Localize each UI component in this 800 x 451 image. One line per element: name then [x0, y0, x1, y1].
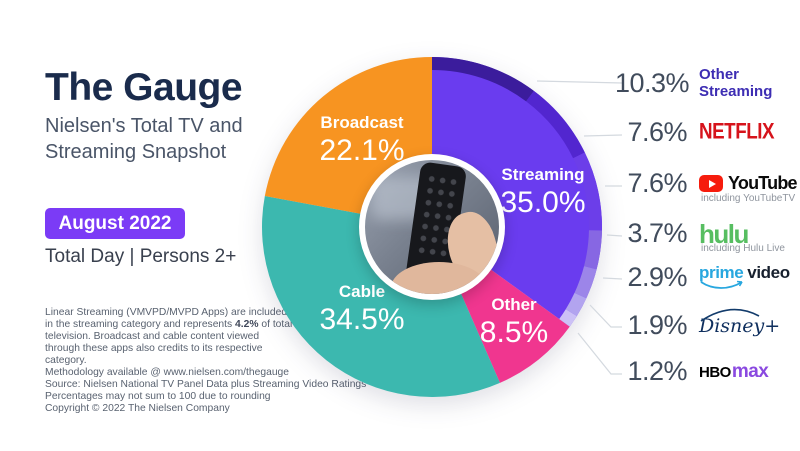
footnote-source-block: Methodology available @ www.nielsen.com/…	[45, 367, 366, 415]
footnote-copyright: Copyright © 2022 The Nielsen Company	[45, 403, 230, 414]
leader-line-other-streaming	[536, 80, 623, 84]
page-subtitle: Nielsen's Total TV and Streaming Snapsho…	[45, 113, 243, 165]
youtube-play-icon	[699, 175, 723, 192]
footnote-source: Source: Nielsen National TV Panel Data p…	[45, 379, 367, 390]
donut-center-photo	[359, 154, 505, 300]
footnote-bold-value: 4.2%	[235, 319, 259, 330]
subtitle-line-2: Streaming Snapshot	[45, 141, 227, 163]
legend-pct-hulu: 3.7%	[627, 218, 687, 248]
leader-line-hbomax	[577, 332, 622, 375]
legend-row-other-streaming: 10.3% Other Streaming	[615, 66, 772, 100]
max-wordmark: max	[731, 360, 769, 382]
netflix-logo: NETFLIX	[699, 119, 775, 145]
footnote-rounding: Percentages may not sum to 100 due to ro…	[45, 391, 271, 402]
pie-slice-cable	[262, 195, 500, 397]
hbo-wordmark: HBO	[699, 363, 731, 381]
disney-arc-icon	[700, 308, 760, 322]
hulu-subtext: including Hulu Live	[701, 243, 785, 254]
remote-photo	[365, 160, 499, 294]
legend-pct-other-streaming: 10.3%	[615, 67, 690, 98]
prime-video-logo: prime video	[699, 263, 790, 290]
legend-pct-hbomax: 1.2%	[627, 356, 687, 386]
legend-row-netflix: 7.6% NETFLIX	[615, 117, 779, 148]
legend-row-disney: 1.9% Disney+	[615, 308, 781, 341]
scope-text: Total Day | Persons 2+	[45, 246, 237, 267]
legend-pct-prime: 2.9%	[627, 262, 687, 292]
rim-segment-disney+	[565, 292, 587, 317]
legend-pct-disney: 1.9%	[627, 310, 687, 340]
footnote-text-post: of total television. Broadcast and cable…	[45, 319, 293, 366]
youtube-wordmark: YouTube	[728, 173, 798, 193]
hbo-max-logo: HBO max	[699, 360, 769, 383]
leader-lines	[536, 80, 623, 375]
rim-segment-hbo-max	[559, 309, 577, 327]
rim-segment-youtube	[573, 152, 602, 231]
legend-pct-netflix: 7.6%	[627, 117, 687, 147]
disney-wordmark: Disney+	[699, 314, 781, 337]
legend-row-hbomax: 1.2% HBO max	[615, 356, 768, 387]
youtube-subtext: including YouTubeTV	[701, 193, 796, 204]
legend-row-youtube: 7.6% YouTube	[615, 168, 797, 199]
legend-row-prime-video: 2.9% prime video	[615, 262, 790, 293]
other-streaming-line2: Streaming	[699, 83, 773, 100]
month-badge: August 2022	[45, 208, 185, 239]
legend-row-hulu: 3.7% hulu	[615, 218, 749, 249]
prime-word: prime	[699, 263, 744, 282]
subtitle-line-1: Nielsen's Total TV and	[45, 115, 243, 137]
leader-line-netflix	[583, 134, 623, 137]
rim-segment-prime-video	[574, 266, 597, 299]
rim-segment-hulu	[584, 230, 602, 270]
leader-line-disney	[589, 304, 622, 328]
youtube-logo: YouTube	[699, 173, 798, 194]
hulu-logo: hulu	[699, 218, 749, 249]
footnote-text-pre: Linear Streaming (VMVPD/MVPD Apps) are i…	[45, 307, 288, 330]
other-streaming-line1: Other	[699, 66, 740, 83]
play-triangle-icon	[708, 179, 716, 188]
rim-segment-other-streaming	[432, 57, 534, 102]
page-title: The Gauge	[45, 66, 243, 109]
footnote-linear-streaming: Linear Streaming (VMVPD/MVPD Apps) are i…	[45, 307, 293, 367]
footnote-methodology: Methodology available @ www.nielsen.com/…	[45, 367, 289, 378]
prime-smile-icon	[700, 280, 743, 289]
prime-video-wordmark: prime video	[699, 263, 790, 282]
leader-line-prime	[602, 277, 623, 280]
leader-line-hulu	[606, 234, 623, 237]
video-word: video	[747, 263, 790, 282]
disney-plus-logo: Disney+	[699, 308, 781, 337]
other-streaming-label: Other Streaming	[699, 66, 772, 100]
legend-pct-youtube: 7.6%	[627, 168, 687, 198]
rim-segment-netflix	[526, 90, 585, 159]
streaming-rim-segments	[432, 57, 602, 327]
